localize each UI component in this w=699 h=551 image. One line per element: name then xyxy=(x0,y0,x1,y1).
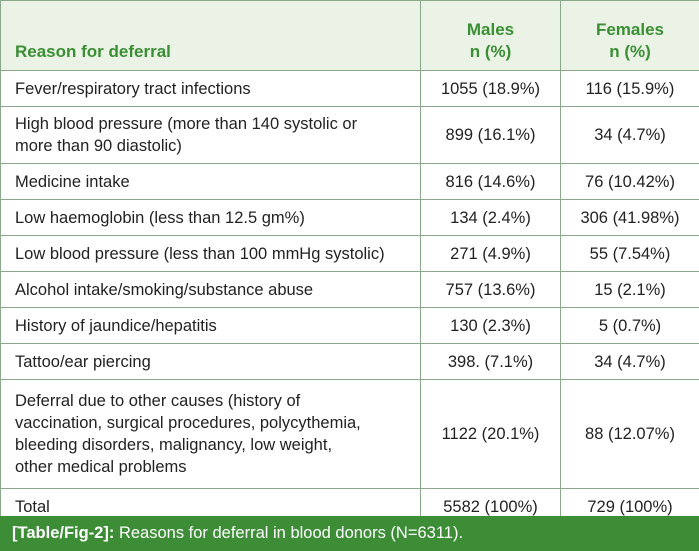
females-cell: 55 (7.54%) xyxy=(560,235,699,272)
table-row: Tattoo/ear piercing 398. (7.1%) 34 (4.7%… xyxy=(0,343,699,380)
table-row: Deferral due to other causes (history of… xyxy=(0,379,699,489)
females-cell: 34 (4.7%) xyxy=(560,106,699,164)
males-cell: 816 (14.6%) xyxy=(420,163,561,200)
header-males-line2: n (%) xyxy=(469,42,512,61)
females-cell: 5 (0.7%) xyxy=(560,307,699,344)
header-females-line2: n (%) xyxy=(609,42,651,61)
males-cell: 271 (4.9%) xyxy=(420,235,561,272)
header-females-line1: Females xyxy=(595,20,665,39)
header-females: Females n (%) xyxy=(560,0,699,71)
males-cell: 899 (16.1%) xyxy=(420,106,561,164)
reason-cell: Low blood pressure (less than 100 mmHg s… xyxy=(0,235,421,272)
reason-line: Tattoo/ear piercing xyxy=(15,352,151,371)
reason-line: other medical problems xyxy=(15,458,187,476)
header-males: Males n (%) xyxy=(420,0,561,71)
males-cell: 134 (2.4%) xyxy=(420,199,561,236)
males-cell: 398. (7.1%) xyxy=(420,343,561,380)
reason-cell: History of jaundice/hepatitis xyxy=(0,307,421,344)
reason-cell: High blood pressure (more than 140 systo… xyxy=(0,106,421,164)
females-cell: 88 (12.07%) xyxy=(560,379,699,489)
table-row: Fever/respiratory tract infections 1055 … xyxy=(0,70,699,107)
males-cell: 757 (13.6%) xyxy=(420,271,561,308)
figure-caption: [Table/Fig-2]: Reasons for deferral in b… xyxy=(0,516,699,551)
header-row: Reason for deferral Males n (%) Females … xyxy=(0,0,699,71)
males-cell: 1055 (18.9%) xyxy=(420,70,561,107)
females-cell: 116 (15.9%) xyxy=(560,70,699,107)
reason-line: High blood pressure (more than 140 systo… xyxy=(15,115,358,133)
reason-line: Fever/respiratory tract infections xyxy=(15,79,251,98)
reason-line: vaccination, surgical procedures, polycy… xyxy=(15,414,361,432)
table-row: Low blood pressure (less than 100 mmHg s… xyxy=(0,235,699,272)
reason-cell: Alcohol intake/smoking/substance abuse xyxy=(0,271,421,308)
reason-line: Low blood pressure (less than 100 mmHg s… xyxy=(15,244,385,263)
reason-line: Low haemoglobin (less than 12.5 gm%) xyxy=(15,208,305,227)
females-cell: 34 (4.7%) xyxy=(560,343,699,380)
reason-line: Total xyxy=(15,497,50,516)
females-cell: 306 (41.98%) xyxy=(560,199,699,236)
table-row: High blood pressure (more than 140 systo… xyxy=(0,106,699,164)
reason-cell: Deferral due to other causes (history of… xyxy=(0,379,421,489)
reason-cell: Medicine intake xyxy=(0,163,421,200)
reason-line: Deferral due to other causes (history of xyxy=(15,392,301,410)
table-row: Low haemoglobin (less than 12.5 gm%) 134… xyxy=(0,199,699,236)
reason-line: History of jaundice/hepatitis xyxy=(15,316,217,335)
header-reason-label: Reason for deferral xyxy=(15,42,171,61)
table-row: History of jaundice/hepatitis 130 (2.3%)… xyxy=(0,307,699,344)
table-row: Alcohol intake/smoking/substance abuse 7… xyxy=(0,271,699,308)
reason-cell: Low haemoglobin (less than 12.5 gm%) xyxy=(0,199,421,236)
reason-cell: Fever/respiratory tract infections xyxy=(0,70,421,107)
header-males-line1: Males xyxy=(466,20,515,39)
males-cell: 1122 (20.1%) xyxy=(420,379,561,489)
females-cell: 15 (2.1%) xyxy=(560,271,699,308)
caption-label: [Table/Fig-2]: xyxy=(12,524,115,542)
reason-cell: Tattoo/ear piercing xyxy=(0,343,421,380)
header-reason: Reason for deferral xyxy=(0,0,421,71)
reason-line: bleeding disorders, malignancy, low weig… xyxy=(15,436,333,454)
reason-line: Medicine intake xyxy=(15,172,130,191)
table-row: Medicine intake 816 (14.6%) 76 (10.42%) xyxy=(0,163,699,200)
males-cell: 130 (2.3%) xyxy=(420,307,561,344)
deferral-table: Reason for deferral Males n (%) Females … xyxy=(0,0,699,525)
reason-line: Alcohol intake/smoking/substance abuse xyxy=(15,280,314,299)
reason-line: more than 90 diastolic) xyxy=(15,137,182,155)
females-cell: 76 (10.42%) xyxy=(560,163,699,200)
caption-text: Reasons for deferral in blood donors (N=… xyxy=(114,524,464,542)
